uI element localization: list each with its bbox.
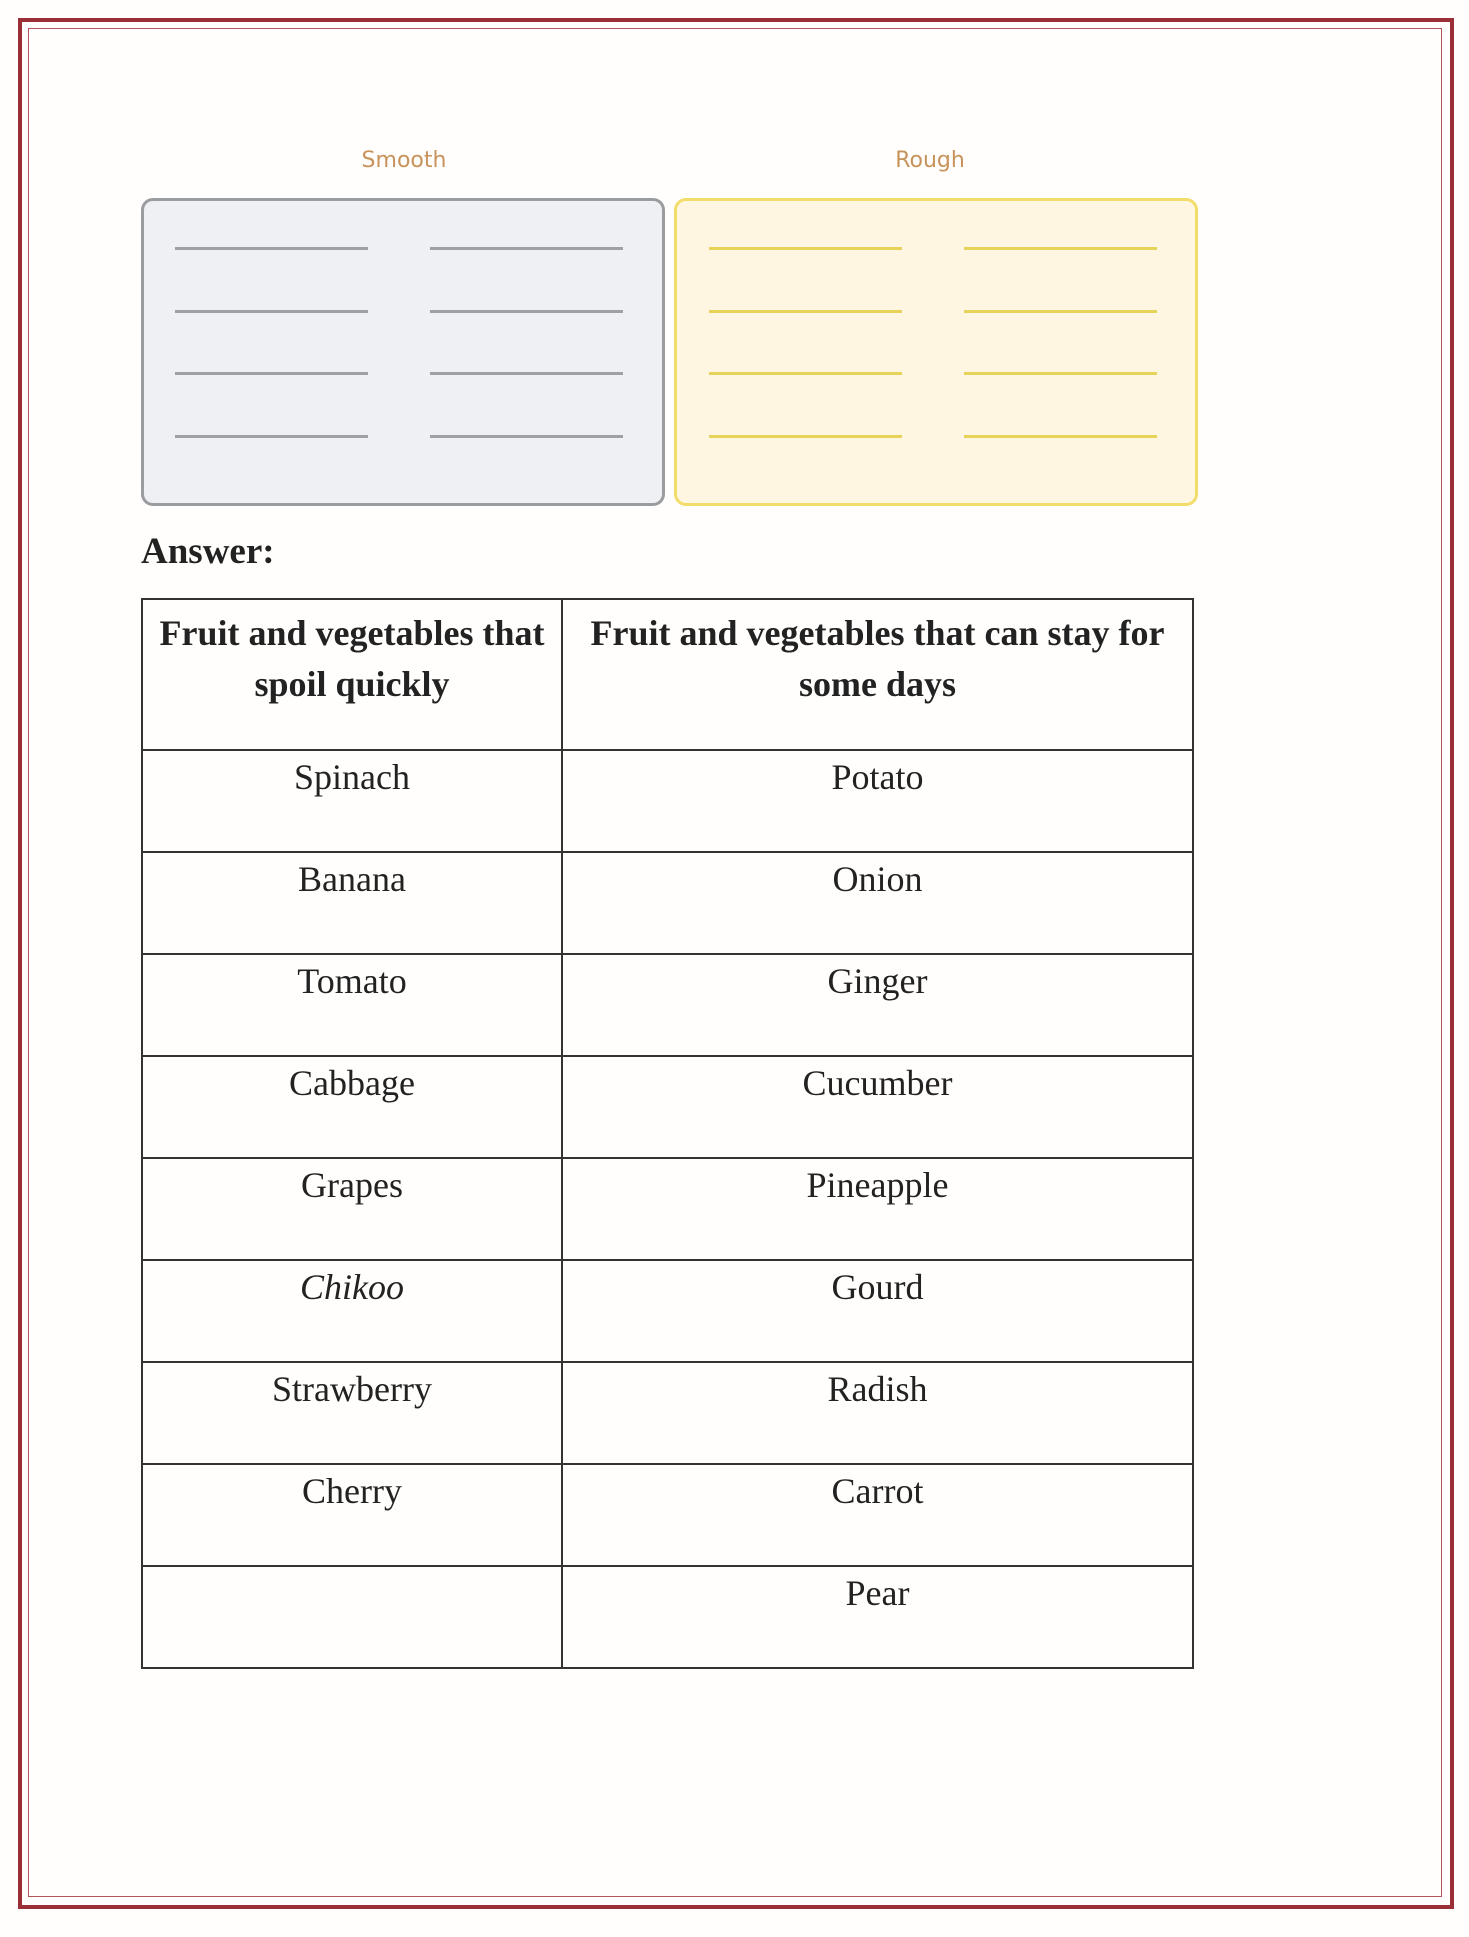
blank-line (430, 310, 623, 313)
answer-heading: Answer: (141, 531, 275, 572)
blank-line (175, 372, 368, 375)
blank-line (175, 310, 368, 313)
table-row: Pear (141, 1565, 1194, 1669)
cell-stay-some-days: Cucumber (561, 1055, 1194, 1159)
blank-line (964, 247, 1157, 250)
table-row: Strawberry Radish (141, 1361, 1194, 1465)
cell-stay-some-days: Potato (561, 749, 1194, 853)
cell-spoil-quickly: Tomato (141, 953, 563, 1057)
cell-stay-some-days: Radish (561, 1361, 1194, 1465)
blank-line (175, 247, 368, 250)
cell-stay-some-days: Pineapple (561, 1157, 1194, 1261)
table-row: Banana Onion (141, 851, 1194, 955)
rough-box (674, 198, 1198, 506)
cell-spoil-quickly: Banana (141, 851, 563, 955)
cell-stay-some-days: Onion (561, 851, 1194, 955)
page-border-inner (28, 28, 1442, 1897)
cell-stay-some-days: Carrot (561, 1463, 1194, 1567)
cell-stay-some-days: Gourd (561, 1259, 1194, 1363)
cell-spoil-quickly: Spinach (141, 749, 563, 853)
table-row: Grapes Pineapple (141, 1157, 1194, 1261)
cell-stay-some-days: Ginger (561, 953, 1194, 1057)
blank-line (175, 435, 368, 438)
smooth-label: Smooth (361, 148, 447, 173)
smooth-box (141, 198, 665, 506)
blank-line (430, 247, 623, 250)
blank-line (709, 310, 902, 313)
table-row: Chikoo Gourd (141, 1259, 1194, 1363)
table-row: Cabbage Cucumber (141, 1055, 1194, 1159)
blank-line (964, 372, 1157, 375)
cell-spoil-quickly: Grapes (141, 1157, 563, 1261)
cell-stay-some-days: Pear (561, 1565, 1194, 1669)
cell-spoil-quickly: Cabbage (141, 1055, 563, 1159)
cell-spoil-quickly: Cherry (141, 1463, 563, 1567)
blank-line (709, 247, 902, 250)
cell-spoil-quickly (141, 1565, 563, 1669)
table-row: Cherry Carrot (141, 1463, 1194, 1567)
answer-table: Fruit and vegetables that spoil quickly … (141, 598, 1194, 1669)
cell-spoil-quickly: Chikoo (141, 1259, 563, 1363)
table-header-row: Fruit and vegetables that spoil quickly … (141, 598, 1194, 751)
blank-line (964, 310, 1157, 313)
cell-spoil-quickly: Strawberry (141, 1361, 563, 1465)
blank-line (430, 372, 623, 375)
rough-label: Rough (895, 148, 965, 173)
blank-line (964, 435, 1157, 438)
blank-line (709, 372, 902, 375)
page-border-outer (18, 18, 1454, 1909)
header-stay-some-days: Fruit and vegetables that can stay for s… (561, 598, 1194, 751)
table-row: Spinach Potato (141, 749, 1194, 853)
header-spoil-quickly: Fruit and vegetables that spoil quickly (141, 598, 563, 751)
blank-line (430, 435, 623, 438)
blank-line (709, 435, 902, 438)
table-row: Tomato Ginger (141, 953, 1194, 1057)
